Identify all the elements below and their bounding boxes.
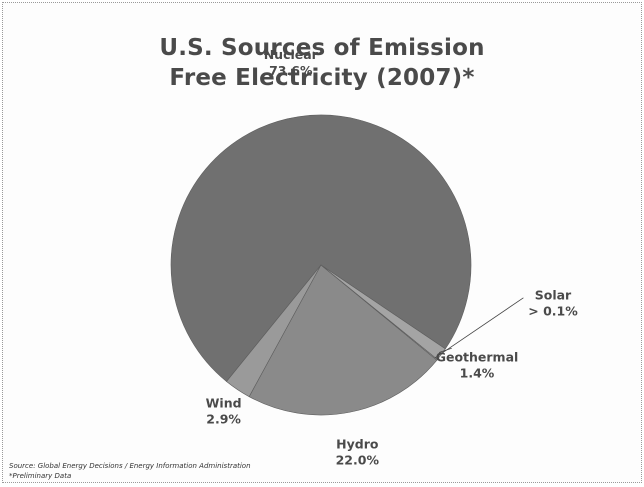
leader-line-solar	[434, 297, 524, 359]
source-note: Source: Global Energy Decisions / Energy…	[9, 462, 251, 470]
source-notes: Source: Global Energy Decisions / Energy…	[9, 461, 251, 481]
chart-title-line-1: U.S. Sources of Emission	[159, 35, 485, 61]
leader-line-geothermal	[438, 347, 452, 353]
slice-value-solar: > 0.1%	[528, 304, 578, 319]
slice-name-wind: Wind	[206, 395, 242, 410]
slice-name-nuclear: Nuclear	[264, 47, 319, 62]
preliminary-note: *Preliminary Data	[9, 472, 72, 480]
slice-name-solar: Solar	[535, 288, 572, 303]
pie-slice-geothermal	[320, 264, 446, 360]
slice-value-wind: 2.9%	[206, 411, 241, 426]
slice-value-nuclear: 73.6%	[269, 63, 313, 78]
pie-slice-nuclear	[170, 114, 472, 382]
slice-name-geothermal: Geothermal	[436, 350, 519, 365]
pie-slice-hydro	[248, 264, 438, 416]
leader-lines	[434, 297, 524, 359]
slice-name-hydro: Hydro	[336, 437, 379, 452]
slice-value-hydro: 22.0%	[336, 453, 380, 468]
pie-slices	[170, 114, 472, 416]
chart-title-line-2: Free Electricity (2007)*	[169, 65, 475, 91]
chart-title: U.S. Sources of Emission Free Electricit…	[3, 33, 641, 93]
slice-value-geothermal: 1.4%	[460, 366, 495, 381]
